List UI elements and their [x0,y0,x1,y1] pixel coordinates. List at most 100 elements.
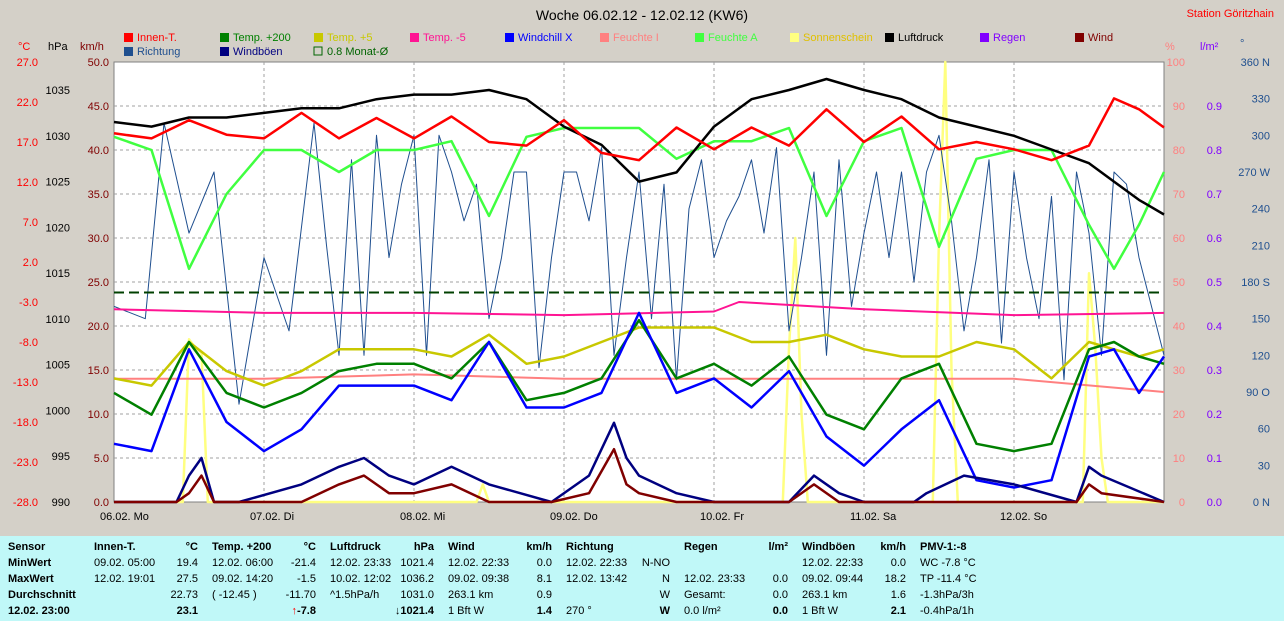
legend-label: Wind [1088,32,1113,44]
stats-col-wind: Wind km/h 12.02. 22:33 0.0 09.02. 09:38 8.1… [448,539,556,619]
series-temp-200 [113,318,1165,453]
tick-label-direction: 120 [1252,350,1270,362]
stats-date: 12.02. 19:01 [94,573,156,585]
tick-label-day: 07.02. Di [250,511,294,523]
series-innen-t- [113,97,1165,162]
stats-value: 0.0 [772,573,788,585]
chart-title: Woche 06.02.12 - 12.02.12 (KW6) [536,7,748,23]
series-feuchte-i [114,373,1165,393]
legend-swatch [885,33,894,42]
tick-label-wind: 15.0 [88,365,109,377]
legend: Innen-T. Richtung Temp. +200 Windböen Temp. … [124,32,1113,58]
tick-label-wind: 45.0 [88,101,109,113]
stats-date: 10.02. 12:02 [330,573,392,585]
stats-unit: °C [303,541,316,553]
tick-label-direction: 180 S [1241,277,1270,289]
legend-swatch [600,33,609,42]
tick-label-direction: 270 W [1238,167,1270,179]
tick-label-pressure: 1030 [46,131,70,143]
tick-label-day: 12.02. So [1000,511,1047,523]
stats-degrees: 270 ° [566,605,592,617]
stats-date: 12.02. 13:42 [566,573,628,585]
stats-value: 0.0 [772,589,788,601]
stats-label-min: MinWert [8,557,52,569]
stats-header: Windböen [802,541,856,553]
stats-date: 12.02. 22:33 [802,557,864,569]
tick-label-humidity: 90 [1173,101,1185,113]
stats-current: 1.4 [536,605,552,617]
stats-value: W [659,589,670,601]
legend-label: 0.8 Monat-Ø [327,46,389,58]
stats-value: 19.4 [176,557,198,569]
series-richtung [113,122,1165,405]
legend-label: Regen [993,32,1025,44]
stats-value: N-NO [641,557,670,569]
stats-value: N [662,573,670,585]
stats-current-time: 12.02. 23:00 [8,605,70,617]
legend-label: Innen-T. [137,32,177,44]
tick-label-humidity: 0 [1179,497,1185,509]
tick-label-temp: 17.0 [17,137,38,149]
tick-label-temp: 2.0 [23,257,38,269]
tick-label-wind: 5.0 [94,453,109,465]
legend-label: Sonnenschein [803,32,873,44]
stats-header: PMV-1:-8 [920,541,967,553]
tick-label-temp: -3.0 [19,297,38,309]
unit-rain: l/m² [1200,41,1219,53]
stats-date: ( -12.45 ) [212,589,257,601]
legend-swatch [410,33,419,42]
tick-label-direction: 360 N [1241,57,1270,69]
legend-item: Windböen [220,46,283,58]
stats-header: Temp. +200 [212,541,272,553]
tick-label-wind: 25.0 [88,277,109,289]
series-temp-5 [113,301,1165,317]
stats-date: Gesamt: [684,589,726,601]
trend-down-icon: ↓ [394,605,401,617]
series-temp-5 [113,326,1165,387]
stats-col-temp: Temp. +200 °C 12.02. 06:00 -21.4 09.02. 14… [212,539,320,619]
stats-value: 1021.4 [400,557,434,569]
tick-label-rain: 0.5 [1207,277,1222,289]
tick-label-direction: 330 [1252,94,1270,106]
unit-temp: °C [18,41,30,53]
tick-label-wind: 35.0 [88,189,109,201]
tick-label-day: 06.02. Mo [100,511,149,523]
series-wind [114,447,1165,504]
stats-value: 0.0 [890,557,906,569]
stats-windchill: WC -7.8 °C [920,557,976,569]
legend-item: Regen [980,32,1025,44]
tick-label-pressure: 1015 [46,268,70,280]
tick-label-wind: 30.0 [88,233,109,245]
tick-label-humidity: 70 [1173,189,1185,201]
stats-unit: km/h [880,541,906,553]
stats-value: 18.2 [884,573,906,585]
tick-label-humidity: 10 [1173,453,1185,465]
stats-header: Innen-T. [94,541,136,553]
legend-item: Luftdruck [885,32,944,44]
tick-label-rain: 0.8 [1207,145,1222,157]
stats-value: 8.1 [536,573,552,585]
tick-label-humidity: 40 [1173,321,1185,333]
legend-swatch [124,47,133,56]
stats-value: 1031.0 [400,589,434,601]
tick-label-pressure: 995 [52,451,70,463]
stats-current: 23.1 [176,605,198,617]
axes: 27.0 22.0 17.0 12.0 7.0 2.0 -3.0 -8.0 -13.0 -18.0… [13,57,1271,523]
stats-date: 12.02. 06:00 [212,557,274,569]
stats-header: Richtung [566,541,614,553]
tick-label-temp: -23.0 [13,457,38,469]
legend-label: Temp. +5 [327,32,373,44]
tick-label-rain: 0.9 [1207,101,1222,113]
tick-label-rain: 0.0 [1207,497,1222,509]
tick-label-wind: 10.0 [88,409,109,421]
series-layer [113,60,1166,504]
stats-date: 12.02. 22:33 [566,557,628,569]
stats-col-boeen: Windböen km/h 12.02. 22:33 0.0 09.02. 09:4… [802,539,910,619]
tick-label-temp: 7.0 [23,217,38,229]
stats-bft: 1 Bft W [802,605,839,617]
tick-label-day: 10.02. Fr [700,511,744,523]
tick-label-temp: -13.0 [13,377,38,389]
legend-item: Temp. +200 [220,32,291,44]
stats-col-regen: Regen l/m² 12.02. 23:33 0.0 Gesamt: 0.0 0.0… [684,539,792,619]
tick-label-pressure: 990 [52,497,70,509]
